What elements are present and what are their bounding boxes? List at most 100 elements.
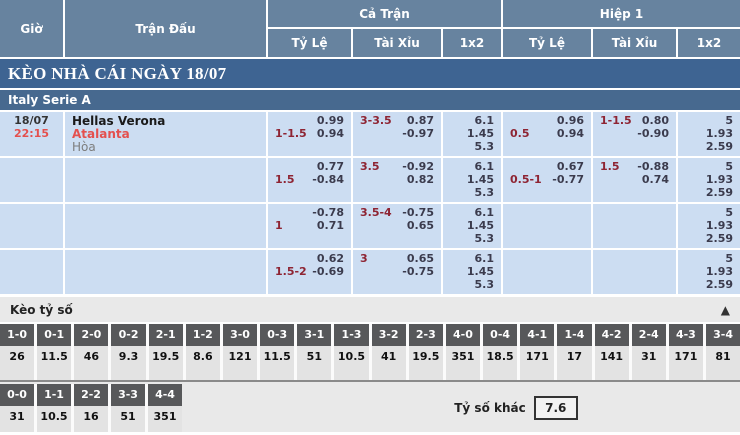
odds-value[interactable]: -0.77 (552, 173, 584, 186)
home-team-name (72, 252, 259, 265)
odds-value[interactable]: -0.84 (312, 173, 344, 186)
odds-value[interactable]: 0.82 (406, 173, 434, 186)
odds-value[interactable]: 2.59 (705, 186, 733, 199)
odds-value[interactable]: 0.67 (556, 160, 584, 173)
h1-handicap-cell (503, 204, 591, 248)
score-odds-value: 18.5 (486, 350, 514, 363)
odds-value[interactable]: 1.93 (705, 127, 733, 140)
odds-value[interactable]: 6.1 (474, 206, 495, 219)
match-teams-cell: Hellas Verona Atalanta Hòa (65, 112, 266, 156)
odds-value[interactable]: 1.45 (466, 127, 494, 140)
odds-value[interactable]: 5 (725, 206, 733, 219)
odds-value[interactable]: 2.59 (705, 140, 733, 153)
odds-value[interactable]: 6.1 (474, 160, 495, 173)
score-odds-cell[interactable]: 1-1 10.5 (37, 384, 71, 432)
home-team-name (72, 206, 259, 219)
odds-value[interactable]: -0.75 (402, 206, 434, 219)
score-odds-cell[interactable]: 0-0 31 (0, 384, 34, 432)
odds-value[interactable]: 2.59 (705, 232, 733, 245)
score-odds-value: 51 (120, 410, 136, 423)
odds-value[interactable]: 0.96 (556, 114, 584, 127)
other-score-odds[interactable]: 7.6 (533, 396, 578, 420)
score-odds-row-1: 1-0 26 0-1 11.5 2-0 46 0-2 9.3 (0, 324, 740, 382)
odds-value[interactable]: 1.45 (466, 173, 494, 186)
odds-value[interactable]: -0.92 (402, 160, 434, 173)
score-odds-cell[interactable]: 3-0 121 (222, 324, 258, 380)
score-odds-cell[interactable]: 2-4 31 (631, 324, 666, 380)
score-label: 0-3 (260, 324, 295, 346)
score-odds-cell[interactable]: 0-4 18.5 (483, 324, 518, 380)
score-odds-cell[interactable]: 3-4 81 (705, 324, 740, 380)
score-odds-value: 16 (83, 410, 99, 423)
ft-1x2-cell: 6.1 1.45 5.3 (443, 112, 501, 156)
odds-value[interactable]: 0.80 (641, 114, 669, 127)
odds-value[interactable]: 1.93 (705, 173, 733, 186)
odds-row: 0.62 1.5-2 -0.69 3 0.65 -0.75 6.1 1.45 5.3 (0, 250, 740, 294)
score-odds-cell[interactable]: 3-1 51 (297, 324, 332, 380)
match-time-cell (0, 204, 63, 248)
odds-value[interactable]: 6.1 (474, 252, 495, 265)
odds-value[interactable]: -0.75 (402, 265, 434, 278)
odds-value[interactable]: 2.59 (705, 278, 733, 291)
score-odds-cell[interactable]: 1-4 17 (557, 324, 592, 380)
score-odds-value: 17 (566, 350, 583, 363)
odds-value[interactable]: 5.3 (474, 186, 495, 199)
score-odds-cell[interactable]: 0-2 9.3 (111, 324, 146, 380)
ft-handicap-cell: 0.99 1-1.5 0.94 (268, 112, 351, 156)
score-odds-cell[interactable]: 3-2 41 (371, 324, 406, 380)
score-odds-cell[interactable]: 4-1 171 (520, 324, 555, 380)
score-odds-cell[interactable]: 0-1 11.5 (37, 324, 72, 380)
odds-value[interactable]: -0.90 (637, 127, 669, 140)
odds-value[interactable]: 5.3 (474, 140, 495, 153)
odds-value[interactable]: 5 (725, 252, 733, 265)
odds-value[interactable]: 0.94 (556, 127, 584, 140)
odds-value[interactable]: 0.77 (316, 160, 344, 173)
odds-value[interactable]: 5.3 (474, 278, 495, 291)
odds-value[interactable]: 0.62 (316, 252, 344, 265)
score-odds-cell[interactable]: 1-0 26 (0, 324, 35, 380)
odds-value[interactable]: 5.3 (474, 232, 495, 245)
odds-value[interactable]: 0.87 (406, 114, 434, 127)
odds-value[interactable]: 1.93 (705, 219, 733, 232)
odds-value[interactable]: -0.78 (312, 206, 344, 219)
score-odds-cell[interactable]: 4-4 351 (148, 384, 182, 432)
score-odds-value: 11.5 (40, 350, 68, 363)
score-odds-cell[interactable]: 4-3 171 (668, 324, 703, 380)
odds-value[interactable]: 5 (725, 160, 733, 173)
odds-value[interactable]: 1.93 (705, 265, 733, 278)
odds-value[interactable]: 0.65 (406, 219, 434, 232)
score-odds-cell[interactable]: 4-0 351 (445, 324, 481, 380)
odds-value[interactable]: 0.74 (641, 173, 669, 186)
score-odds-cell[interactable]: 1-2 8.6 (185, 324, 220, 380)
score-odds-value: 121 (228, 350, 252, 363)
odds-value[interactable]: -0.69 (312, 265, 344, 278)
score-label: 1-0 (0, 324, 35, 346)
score-odds-cell[interactable]: 2-1 19.5 (148, 324, 183, 380)
subheader-h1-1x2: 1x2 (678, 29, 740, 57)
odds-value[interactable]: 0.71 (316, 219, 344, 232)
odds-value[interactable]: -0.88 (637, 160, 669, 173)
odds-value[interactable]: 6.1 (474, 114, 495, 127)
ft-handicap-cell: -0.78 1 0.71 (268, 204, 351, 248)
odds-value[interactable]: 1.45 (466, 265, 494, 278)
score-label: 4-4 (148, 384, 182, 406)
score-odds-cell[interactable]: 4-2 141 (594, 324, 629, 380)
odds-value[interactable]: 0.94 (316, 127, 344, 140)
odds-value[interactable]: 5 (725, 114, 733, 127)
odds-value[interactable]: 1.45 (466, 219, 494, 232)
score-odds-cell[interactable]: 3-3 51 (111, 384, 145, 432)
collapse-icon[interactable]: ▲ (720, 302, 730, 317)
score-odds-cell[interactable]: 2-0 46 (74, 324, 109, 380)
score-odds-cell[interactable]: 2-2 16 (74, 384, 108, 432)
total-line: 1.5 (600, 160, 620, 173)
score-odds-cell[interactable]: 1-3 10.5 (334, 324, 369, 380)
score-odds-cell[interactable]: 2-3 19.5 (408, 324, 443, 380)
score-odds-value: 11.5 (263, 350, 291, 363)
score-odds-cell[interactable]: 0-3 11.5 (260, 324, 295, 380)
odds-value[interactable]: 0.65 (406, 252, 434, 265)
score-odds-value: 19.5 (412, 350, 440, 363)
odds-value[interactable]: 0.99 (316, 114, 344, 127)
odds-value[interactable]: -0.97 (402, 127, 434, 140)
score-odds-value: 171 (525, 350, 549, 363)
group-header-full-time: Cả Trận (268, 0, 501, 27)
